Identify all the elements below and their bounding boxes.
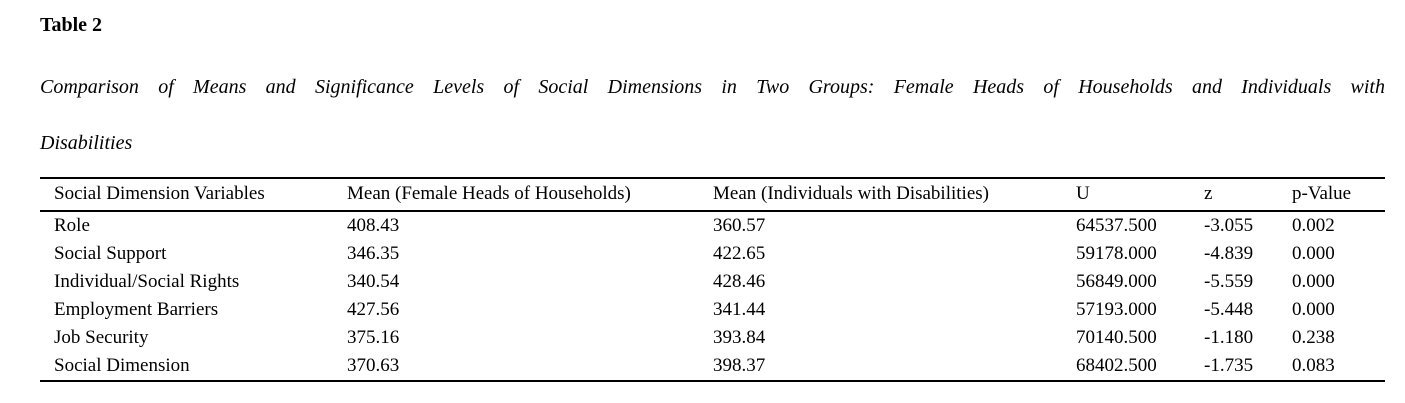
table-header-row: Social Dimension Variables Mean (Female H… [40, 178, 1385, 212]
value-cell: 0.000 [1292, 298, 1335, 320]
value-cell: 346.35 [347, 242, 400, 264]
column-header: z [1204, 178, 1292, 212]
row-variable-cell: Social Support [54, 242, 167, 264]
value-cell: 422.65 [713, 242, 766, 264]
value-cell: -3.055 [1204, 214, 1254, 236]
value-cell: 0.000 [1292, 242, 1335, 264]
column-header: U [1076, 178, 1204, 212]
row-variable-cell: Individual/Social Rights [54, 270, 240, 292]
value-cell: 0.002 [1292, 214, 1335, 236]
value-cell: 375.16 [347, 326, 400, 348]
column-header: Mean (Female Heads of Households) [347, 178, 713, 212]
value-cell: 341.44 [713, 298, 766, 320]
value-cell: 360.57 [713, 214, 766, 236]
value-cell: -5.559 [1204, 270, 1254, 292]
row-variable-cell: Role [54, 214, 90, 236]
table-row: Individual/Social Rights 340.54 428.46 5684… [40, 268, 1385, 296]
table-caption-line-2: Disabilities [40, 132, 133, 154]
table-row: Employment Barriers 427.56 341.44 57193.000… [40, 296, 1385, 324]
row-variable-cell: Social Dimension [54, 354, 190, 376]
value-cell: 428.46 [713, 270, 766, 292]
value-cell: 68402.500 [1076, 354, 1157, 376]
value-cell: 0.238 [1292, 326, 1335, 348]
value-cell: 64537.500 [1076, 214, 1157, 236]
value-cell: 393.84 [713, 326, 766, 348]
column-header: p-Value [1292, 178, 1385, 212]
value-cell: 59178.000 [1076, 242, 1157, 264]
value-cell: 56849.000 [1076, 270, 1157, 292]
value-cell: 398.37 [713, 354, 766, 376]
table-header: Social Dimension Variables Mean (Female H… [40, 178, 1385, 212]
table-row: Social Support 346.35 422.65 59178.000 -4.83… [40, 240, 1385, 268]
value-cell: 0.083 [1292, 354, 1335, 376]
value-cell: -5.448 [1204, 298, 1254, 320]
comparison-table: Social Dimension Variables Mean (Female H… [40, 177, 1385, 382]
column-header: Social Dimension Variables [40, 178, 347, 212]
table-row: Role 408.43 360.57 64537.500 -3.055 0.002 [40, 211, 1385, 240]
table-body: Role 408.43 360.57 64537.500 -3.055 0.002 Soci… [40, 211, 1385, 381]
value-cell: 427.56 [347, 298, 400, 320]
value-cell: 408.43 [347, 214, 400, 236]
value-cell: 370.63 [347, 354, 400, 376]
value-cell: -1.735 [1204, 354, 1254, 376]
value-cell: -1.180 [1204, 326, 1254, 348]
value-cell: 0.000 [1292, 270, 1335, 292]
table-row: Job Security 375.16 393.84 70140.500 -1.180 0… [40, 324, 1385, 352]
value-cell: 340.54 [347, 270, 400, 292]
table-label: Table 2 [40, 14, 103, 36]
row-variable-cell: Job Security [54, 326, 149, 348]
value-cell: -4.839 [1204, 242, 1254, 264]
value-cell: 70140.500 [1076, 326, 1157, 348]
row-variable-cell: Employment Barriers [54, 298, 219, 320]
column-header: Mean (Individuals with Disabilities) [713, 178, 1076, 212]
value-cell: 57193.000 [1076, 298, 1157, 320]
table-caption-line-1: Comparison of Means and Significance Lev… [40, 76, 1385, 98]
table-row: Social Dimension 370.63 398.37 68402.500 -1.… [40, 352, 1385, 381]
